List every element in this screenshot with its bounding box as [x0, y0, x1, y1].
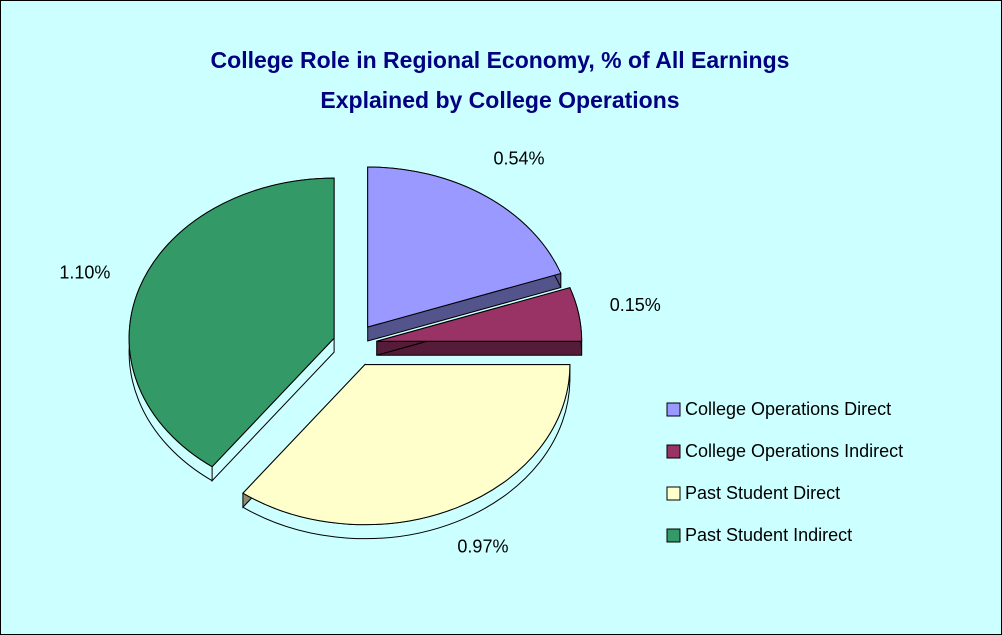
- legend-swatch: [666, 444, 681, 459]
- slice: [376, 287, 583, 342]
- data-label: 0.97%: [457, 536, 508, 556]
- data-label: 0.54%: [493, 148, 544, 168]
- legend-swatch: [666, 486, 681, 501]
- slice: [128, 177, 335, 468]
- legend-label: Past Student Indirect: [685, 525, 852, 545]
- legend-label: College Operations Indirect: [685, 441, 903, 461]
- legend-swatch: [666, 402, 681, 417]
- slice: [242, 364, 571, 526]
- slice: [367, 166, 562, 328]
- chart-title: Explained by College Operations: [320, 87, 679, 113]
- data-label: 0.15%: [610, 295, 661, 315]
- data-label: 1.10%: [59, 263, 110, 283]
- chart-title: College Role in Regional Economy, % of A…: [211, 47, 790, 73]
- legend-swatch: [666, 528, 681, 543]
- legend-label: Past Student Direct: [685, 483, 840, 503]
- legend-label: College Operations Direct: [685, 399, 891, 419]
